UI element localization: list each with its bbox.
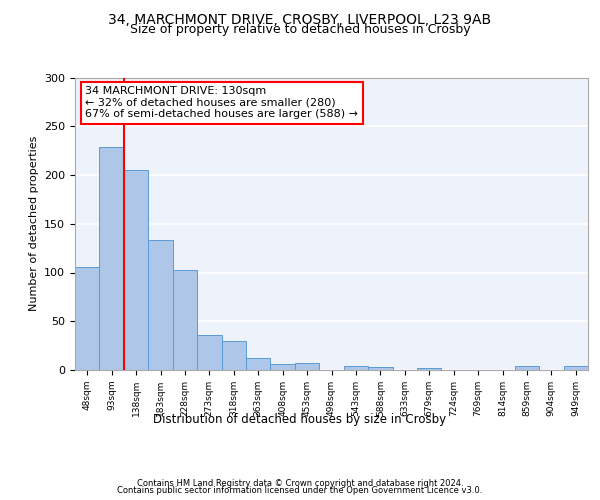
Text: Distribution of detached houses by size in Crosby: Distribution of detached houses by size … [154,412,446,426]
Bar [417,368,442,370]
Bar [75,266,100,370]
Bar [246,358,271,370]
Bar [221,341,246,370]
Bar [197,335,221,370]
Y-axis label: Number of detached properties: Number of detached properties [29,136,38,312]
Bar [271,364,295,370]
Text: 34, MARCHMONT DRIVE, CROSBY, LIVERPOOL, L23 9AB: 34, MARCHMONT DRIVE, CROSBY, LIVERPOOL, … [109,12,491,26]
Bar [368,367,392,370]
Bar [100,146,124,370]
Bar [295,363,319,370]
Bar [344,366,368,370]
Bar [515,366,539,370]
Bar [124,170,148,370]
Bar [148,240,173,370]
Text: Contains HM Land Registry data © Crown copyright and database right 2024.: Contains HM Land Registry data © Crown c… [137,478,463,488]
Text: 34 MARCHMONT DRIVE: 130sqm
← 32% of detached houses are smaller (280)
67% of sem: 34 MARCHMONT DRIVE: 130sqm ← 32% of deta… [85,86,358,120]
Bar [173,270,197,370]
Bar [563,366,588,370]
Text: Size of property relative to detached houses in Crosby: Size of property relative to detached ho… [130,22,470,36]
Text: Contains public sector information licensed under the Open Government Licence v3: Contains public sector information licen… [118,486,482,495]
